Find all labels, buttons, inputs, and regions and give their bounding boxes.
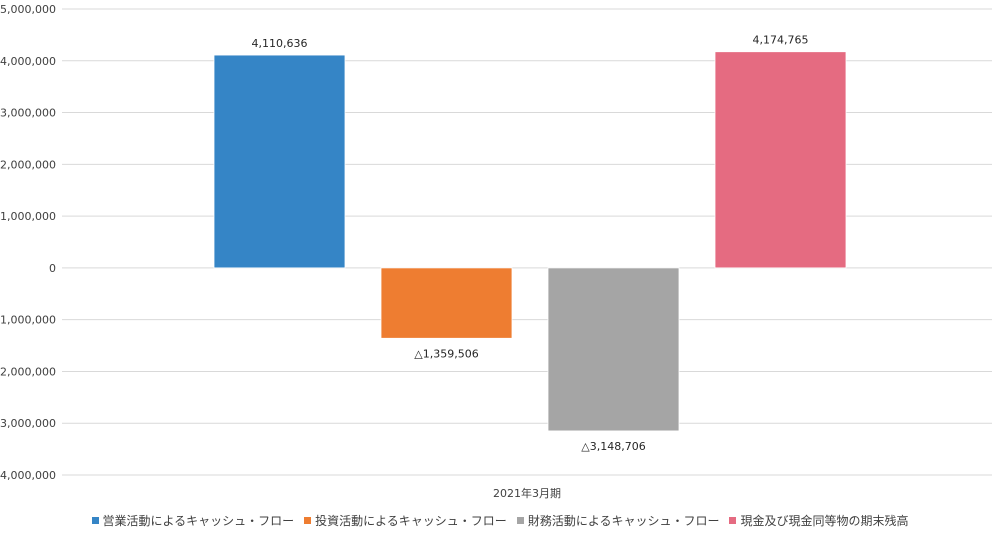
legend-item: 現金及び現金同等物の期末残高 <box>729 512 908 529</box>
category-label: 2021年3月期 <box>493 486 561 500</box>
legend-item: 財務活動によるキャッシュ・フロー <box>516 512 720 529</box>
legend-label: 営業活動によるキャッシュ・フロー <box>102 514 295 528</box>
y-axis: 5,000,000 4,000,000 3,000,000 2,000,000 1,00… <box>0 3 56 482</box>
y-tick-label: 0 <box>49 262 56 275</box>
y-tick-label: 2,000,000 <box>0 158 56 171</box>
data-label: 4,110,636 <box>252 37 308 50</box>
legend-swatch <box>304 517 312 524</box>
y-tick-label: -3,000,000 <box>0 417 56 430</box>
legend: 営業活動によるキャッシュ・フロー 投資活動によるキャッシュ・フロー 財務活動によるキ… <box>0 512 1000 529</box>
bars <box>213 51 847 432</box>
y-tick-label: -2,000,000 <box>0 365 56 378</box>
legend-swatch <box>516 517 524 524</box>
data-label: 4,174,765 <box>753 34 809 47</box>
data-label: △1,359,506 <box>414 347 478 360</box>
bar <box>714 51 847 269</box>
legend-item: 投資活動によるキャッシュ・フロー <box>304 512 507 529</box>
legend-swatch <box>91 517 99 524</box>
bar <box>547 267 680 432</box>
y-tick-label: -1,000,000 <box>0 314 56 327</box>
y-tick-label: 4,000,000 <box>0 55 56 68</box>
legend-item: 営業活動によるキャッシュ・フロー <box>91 512 295 529</box>
y-tick-label: 1,000,000 <box>0 210 56 223</box>
bar <box>380 267 513 339</box>
data-labels: 4,110,636 △1,359,506 △3,148,706 4,174,765 <box>252 34 809 453</box>
legend-label: 現金及び現金同等物の期末残高 <box>740 514 909 528</box>
y-tick-label: 3,000,000 <box>0 107 56 120</box>
legend-label: 投資活動によるキャッシュ・フロー <box>315 514 507 528</box>
y-tick-label: -4,000,000 <box>0 469 56 482</box>
bar <box>213 54 346 269</box>
legend-swatch <box>729 517 737 524</box>
y-tick-label: 5,000,000 <box>0 3 56 16</box>
gridlines <box>62 8 992 476</box>
data-label: △3,148,706 <box>581 440 645 453</box>
legend-label: 財務活動によるキャッシュ・フロー <box>527 514 720 528</box>
